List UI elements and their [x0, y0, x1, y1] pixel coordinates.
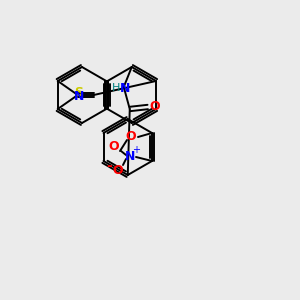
Text: O: O: [149, 100, 160, 113]
Text: S: S: [74, 86, 83, 100]
Text: +: +: [132, 145, 140, 155]
Text: O: O: [109, 140, 119, 152]
Text: O: O: [126, 130, 136, 143]
Text: N: N: [74, 91, 84, 103]
Text: H: H: [112, 83, 120, 93]
Text: -: -: [106, 159, 112, 173]
Text: N: N: [120, 82, 130, 94]
Text: N: N: [125, 151, 135, 164]
Text: O: O: [113, 164, 123, 178]
